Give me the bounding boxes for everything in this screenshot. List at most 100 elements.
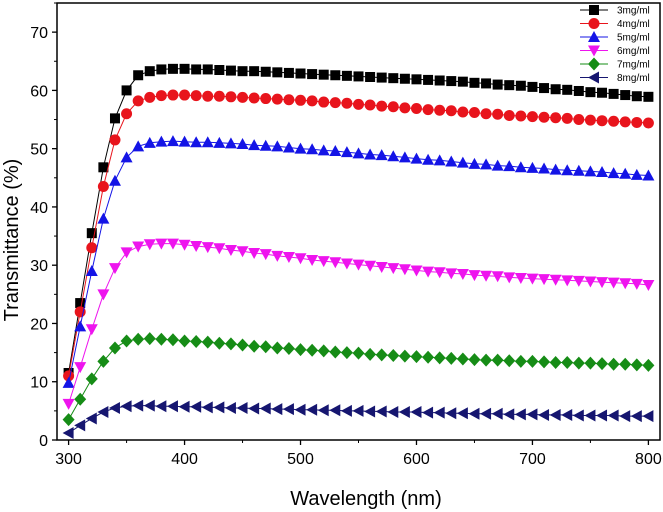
data-point xyxy=(190,335,203,349)
data-point xyxy=(97,354,110,368)
x-tick-label: 600 xyxy=(403,451,430,468)
legend-item: 3mg/ml xyxy=(580,5,650,17)
data-point xyxy=(340,404,352,417)
data-point xyxy=(307,69,318,80)
data-point xyxy=(74,392,87,406)
legend-label: 3mg/ml xyxy=(617,6,650,17)
data-point xyxy=(398,349,411,363)
data-point xyxy=(480,158,493,170)
data-point xyxy=(213,401,225,414)
data-point xyxy=(434,75,445,86)
data-point xyxy=(387,150,400,162)
series-line xyxy=(68,68,649,374)
data-point xyxy=(201,242,214,254)
data-point xyxy=(108,263,121,275)
data-point xyxy=(457,76,468,87)
y-tick-label: 20 xyxy=(30,316,48,333)
data-point xyxy=(214,65,225,76)
legend-marker xyxy=(588,45,600,57)
data-point xyxy=(213,136,226,148)
data-point xyxy=(271,93,283,105)
data-point xyxy=(572,356,585,370)
data-point xyxy=(491,159,504,171)
data-point xyxy=(97,181,109,193)
data-point xyxy=(527,81,538,92)
data-point xyxy=(433,267,446,279)
data-point xyxy=(179,63,190,74)
data-point xyxy=(249,66,260,77)
series-line xyxy=(68,94,649,376)
data-point xyxy=(364,148,377,160)
data-point xyxy=(329,257,342,269)
data-point xyxy=(642,280,655,292)
data-point xyxy=(85,412,97,425)
legend-item: 5mg/ml xyxy=(580,31,650,44)
x-tick-label: 700 xyxy=(519,451,546,468)
data-point xyxy=(108,174,121,186)
data-point xyxy=(248,247,261,259)
legend-label: 6mg/ml xyxy=(617,46,650,57)
data-point xyxy=(306,254,319,266)
data-point xyxy=(573,85,584,96)
data-point xyxy=(86,242,98,254)
data-point xyxy=(166,333,179,347)
data-point xyxy=(410,406,422,419)
data-point xyxy=(282,252,295,264)
data-point xyxy=(480,353,493,367)
legend-item: 8mg/ml xyxy=(580,71,650,84)
legend-marker xyxy=(588,57,600,71)
data-point xyxy=(422,153,435,165)
data-point xyxy=(109,113,120,124)
data-point xyxy=(410,102,422,114)
data-point xyxy=(526,161,539,173)
data-point xyxy=(237,91,249,103)
data-point xyxy=(132,332,145,346)
legend-item: 6mg/ml xyxy=(580,45,650,57)
data-point xyxy=(120,334,133,348)
data-point xyxy=(259,402,271,415)
y-tick-label: 0 xyxy=(39,433,48,450)
data-point xyxy=(283,94,295,106)
data-point xyxy=(294,253,307,265)
data-point xyxy=(120,151,133,163)
data-point xyxy=(445,105,457,117)
data-point xyxy=(597,87,608,98)
data-point xyxy=(387,263,400,275)
data-point xyxy=(225,91,237,103)
data-point xyxy=(272,67,283,78)
data-point xyxy=(317,404,329,417)
data-point xyxy=(607,167,620,179)
x-tick-label: 300 xyxy=(55,451,82,468)
data-point xyxy=(388,73,399,84)
data-point xyxy=(317,144,330,156)
data-point xyxy=(446,76,457,87)
data-point xyxy=(178,135,191,147)
data-point xyxy=(561,164,574,176)
data-point xyxy=(259,249,272,261)
data-point xyxy=(364,260,377,272)
data-point xyxy=(143,399,155,412)
data-point xyxy=(445,407,457,420)
data-point xyxy=(631,116,643,128)
data-point xyxy=(375,261,388,273)
data-point xyxy=(167,89,179,101)
data-point xyxy=(144,66,155,77)
data-point xyxy=(143,136,156,148)
data-point xyxy=(248,92,260,104)
data-point xyxy=(178,334,191,348)
data-point xyxy=(318,96,330,108)
data-point xyxy=(456,156,469,168)
data-point xyxy=(201,401,213,414)
y-tick-label: 40 xyxy=(30,200,48,217)
data-point xyxy=(340,146,353,158)
data-point xyxy=(155,135,168,147)
y-tick-label: 10 xyxy=(30,375,48,392)
data-point xyxy=(607,409,619,422)
data-point xyxy=(365,71,376,82)
data-point xyxy=(190,90,202,102)
data-point xyxy=(514,354,527,368)
series-8mg-ml xyxy=(62,399,654,440)
data-point xyxy=(422,104,434,116)
data-point xyxy=(398,264,411,276)
data-point xyxy=(550,84,561,95)
